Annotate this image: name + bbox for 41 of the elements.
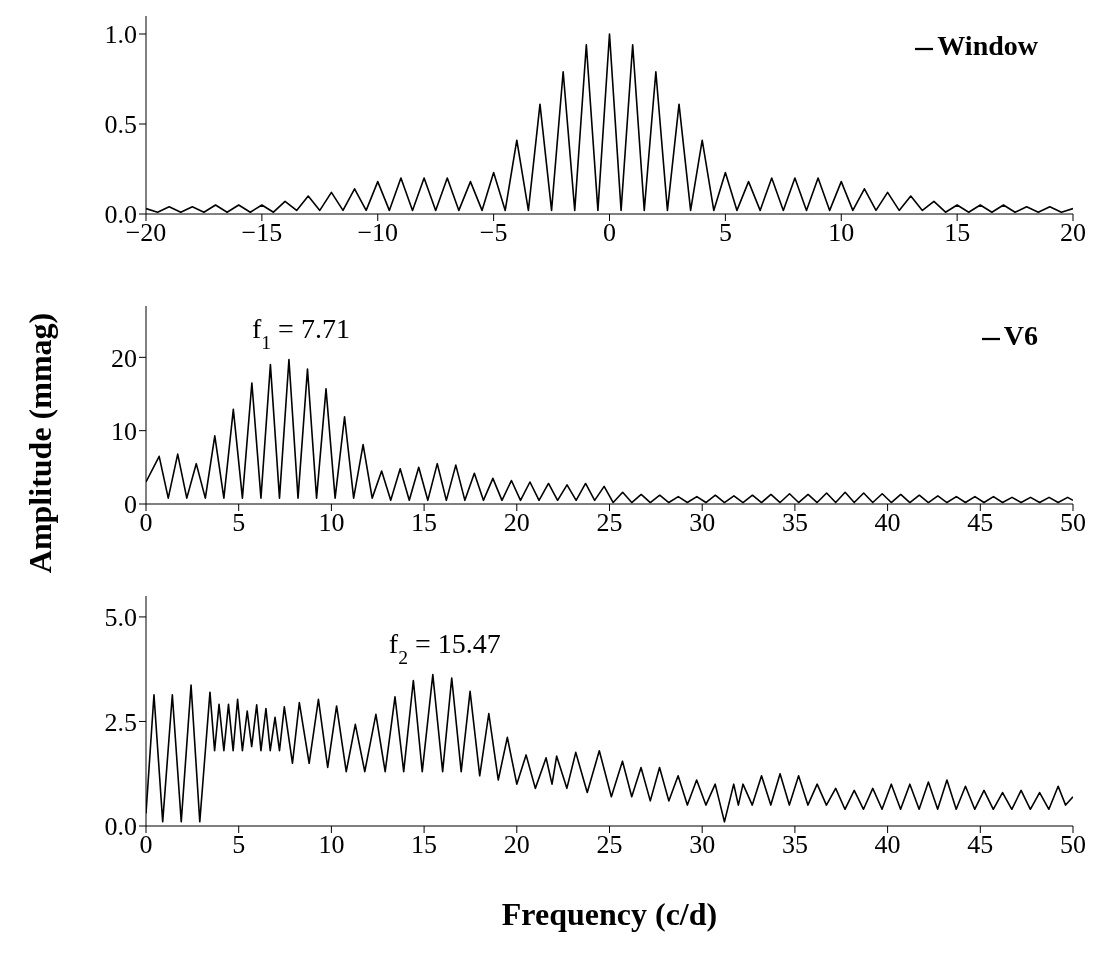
x-tick-label: 15	[411, 830, 438, 860]
x-tick-label: 10	[828, 218, 855, 248]
x-tick-label: 35	[781, 830, 808, 860]
annotation: f$_{1}$ = 7.71	[251, 312, 350, 353]
legend-label: Window	[937, 30, 1038, 61]
y-tick-label: 0.0	[104, 812, 137, 842]
x-tick-label: −10	[357, 218, 399, 248]
x-tick-label: 20	[1060, 218, 1086, 248]
x-tick-label: −15	[241, 218, 283, 248]
y-tick-label: 5.0	[104, 603, 137, 633]
legend-label: V6	[1003, 320, 1038, 351]
x-tick-label: 40	[874, 830, 901, 860]
x-tick-label: 45	[967, 508, 994, 538]
annotation: f$_{2}$ = 15.47	[388, 627, 501, 668]
y-tick-label: 2.5	[104, 707, 137, 737]
x-tick-label: 35	[781, 508, 808, 538]
x-tick-label: −5	[479, 218, 508, 248]
y-tick-label: 20	[111, 343, 137, 373]
x-tick-label: 25	[596, 508, 623, 538]
y-tick-label: 10	[111, 416, 137, 446]
x-tick-label: 50	[1060, 830, 1086, 860]
y-axis-title: Amplitude (mmag)	[21, 312, 59, 574]
x-tick-label: 5	[232, 508, 246, 538]
x-tick-label: 5	[232, 830, 246, 860]
x-tick-label: 10	[318, 508, 345, 538]
x-tick-label: 50	[1060, 508, 1086, 538]
x-tick-label: 30	[689, 830, 716, 860]
x-tick-label: 25	[596, 830, 623, 860]
x-tick-label: 5	[718, 218, 732, 248]
y-tick-label: 0.5	[104, 110, 137, 140]
y-tick-label: 1.0	[104, 20, 137, 50]
x-tick-label: 15	[944, 218, 971, 248]
x-tick-label: 45	[967, 830, 994, 860]
x-tick-label: 40	[874, 508, 901, 538]
x-tick-label: 30	[689, 508, 716, 538]
x-tick-label: 0	[603, 218, 616, 248]
x-tick-label: 15	[411, 508, 438, 538]
x-tick-label: 10	[318, 830, 345, 860]
x-axis-title: Frequency (c/d)	[500, 896, 719, 933]
x-tick-label: 20	[503, 830, 530, 860]
x-tick-label: 20	[503, 508, 530, 538]
